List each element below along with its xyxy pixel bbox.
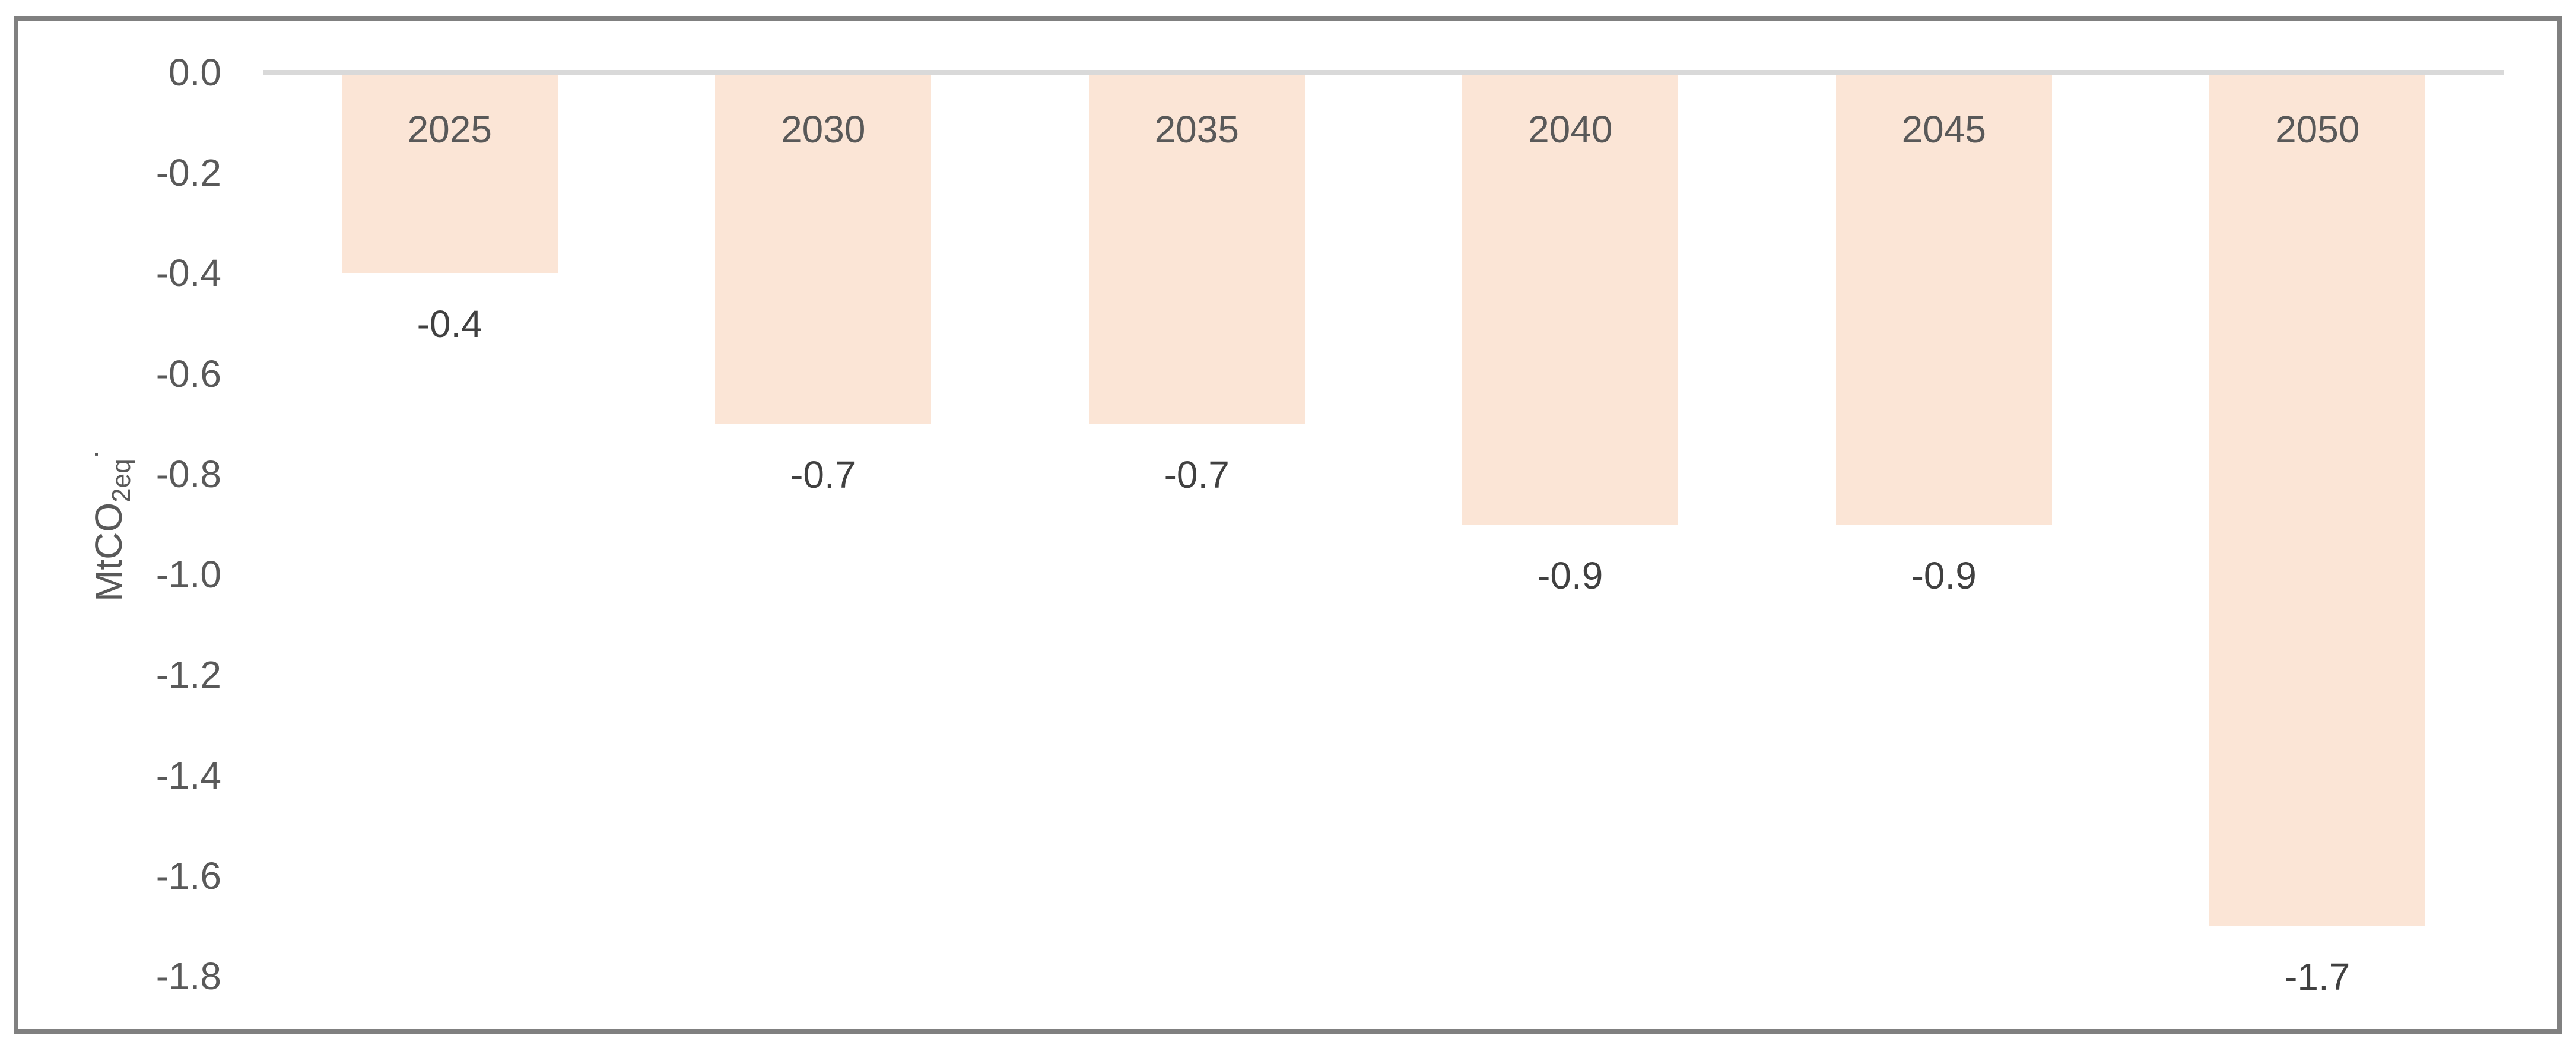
y-axis-tick-label: -0.6	[155, 352, 221, 395]
data-label: -0.7	[790, 453, 856, 497]
data-label: -0.7	[1164, 453, 1230, 497]
bar-2035	[1088, 75, 1305, 424]
data-label: -0.9	[1911, 554, 1977, 597]
y-axis-tick-label: -0.4	[155, 252, 221, 295]
y-axis-tick-label: -1.4	[155, 754, 221, 797]
bar-2050	[2209, 75, 2426, 926]
data-label: -0.9	[1538, 554, 1603, 597]
category-label: 2035	[1154, 108, 1239, 151]
bar-2025	[341, 75, 558, 274]
bar-2040	[1462, 75, 1679, 525]
y-axis-tick-label: -1.8	[155, 955, 221, 997]
y-axis-tick-label: -0.2	[155, 151, 221, 195]
y-axis-tick-label: -1.0	[155, 553, 221, 596]
data-label: -1.7	[2285, 955, 2351, 999]
category-label: 2045	[1901, 108, 1986, 151]
bar-2045	[1835, 75, 2052, 525]
category-label: 2030	[781, 108, 866, 151]
y-axis-tick-label: -1.2	[155, 653, 221, 697]
y-axis-tick-label: 0.0	[169, 51, 221, 94]
category-label: 2050	[2275, 108, 2360, 151]
category-label: 2040	[1528, 108, 1613, 151]
zero-axis-line	[263, 70, 2504, 75]
bar-2030	[715, 75, 932, 424]
data-label: -0.4	[417, 303, 482, 346]
category-label: 2025	[407, 108, 492, 151]
y-axis-tick-label: -1.6	[155, 854, 221, 897]
y-axis-tick-label: -0.8	[155, 452, 221, 495]
